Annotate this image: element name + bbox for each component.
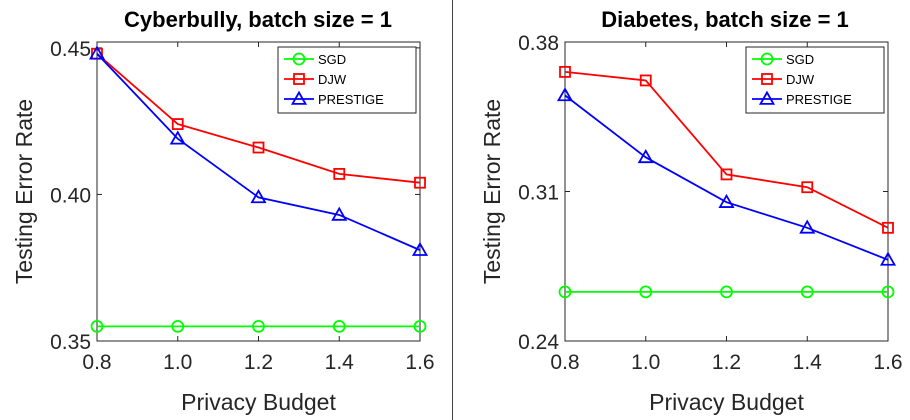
data-point-djw [414, 176, 426, 189]
x-tick-label: 1.2 [244, 351, 273, 374]
y-tick-label: 0.24 [518, 331, 559, 354]
data-point-prestige [331, 206, 348, 221]
y-tick-label: 0.31 [518, 182, 559, 205]
series-line-prestige [96, 53, 421, 251]
chart-panel-diabetes: Diabetes, batch size = 1 0.8 1.0 1.2 1.4 1.6 0… [479, 7, 903, 415]
y-tick-label: 0.40 [50, 184, 91, 207]
data-point-prestige [88, 45, 106, 60]
legend-label-sgd: SGD [786, 52, 814, 67]
legend: SGD DJW PRESTIGE [277, 46, 417, 114]
x-tick-label: 0.8 [82, 351, 111, 374]
x-axis-label: Privacy Budget [649, 389, 804, 415]
x-tick-label: 1.6 [405, 351, 434, 374]
data-point-prestige [556, 87, 574, 102]
x-tick-label: 1.2 [712, 351, 741, 374]
series-line-prestige [564, 94, 889, 261]
chart-title: Diabetes, batch size = 1 [601, 7, 849, 32]
data-point-djw [720, 168, 733, 181]
legend-box [745, 46, 885, 114]
data-point-sgd [800, 285, 814, 299]
x-tick-label: 0.8 [550, 351, 579, 374]
data-point-sgd [171, 319, 185, 333]
legend-marker-djw [761, 73, 773, 85]
legend-label-prestige: PRESTIGE [318, 92, 384, 107]
legend-box [277, 46, 417, 114]
y-axis-label: Testing Error Rate [479, 99, 505, 284]
data-point-djw [333, 168, 346, 180]
data-point-sgd [252, 319, 265, 333]
chart-title: Cyberbully, batch size = 1 [124, 7, 392, 32]
legend-marker-djw [293, 73, 305, 85]
legend-marker-prestige [758, 90, 776, 105]
data-point-sgd [413, 319, 427, 333]
legend-label-djw: DJW [786, 72, 815, 87]
data-point-sgd [558, 285, 572, 299]
x-tick-label: 1.4 [325, 351, 355, 374]
data-point-sgd [90, 319, 104, 333]
data-point-prestige [799, 219, 816, 234]
data-point-djw [252, 141, 265, 154]
series-line-djw [96, 53, 421, 184]
legend-label-prestige: PRESTIGE [786, 92, 852, 107]
panel-divider [452, 0, 453, 420]
data-point-sgd [720, 285, 733, 299]
legend-marker-prestige [290, 90, 308, 105]
data-point-djw [171, 118, 184, 130]
data-point-djw [882, 221, 894, 234]
data-point-sgd [332, 319, 346, 333]
data-point-djw [801, 181, 814, 194]
data-point-prestige [879, 251, 897, 266]
x-tick-label: 1.0 [631, 351, 660, 374]
chart-panel-cyberbully: Cyberbully, batch size = 1 0.8 1.0 1.2 1.4 1.… [11, 7, 435, 415]
legend-label-djw: DJW [318, 72, 347, 87]
data-point-sgd [881, 285, 895, 299]
legend-label-sgd: SGD [318, 52, 346, 67]
data-point-prestige [250, 189, 267, 204]
data-point-djw [639, 74, 652, 87]
data-point-prestige [718, 193, 735, 208]
data-point-prestige [637, 149, 654, 164]
data-point-djw [559, 66, 571, 78]
legend: SGD DJW PRESTIGE [745, 46, 885, 114]
y-tick-label: 0.38 [518, 32, 559, 55]
x-tick-label: 1.4 [793, 351, 823, 374]
y-tick-label: 0.45 [50, 38, 91, 61]
data-point-sgd [639, 285, 653, 299]
series-line-djw [564, 71, 889, 229]
y-axis-label: Testing Error Rate [11, 99, 37, 284]
y-tick-label: 0.35 [50, 331, 91, 354]
data-point-prestige [169, 130, 186, 145]
x-tick-label: 1.6 [873, 351, 902, 374]
x-axis-label: Privacy Budget [181, 389, 336, 415]
legend-marker-sgd [292, 52, 306, 66]
legend-marker-sgd [760, 52, 774, 66]
data-point-prestige [411, 241, 429, 256]
x-tick-label: 1.0 [163, 351, 192, 374]
